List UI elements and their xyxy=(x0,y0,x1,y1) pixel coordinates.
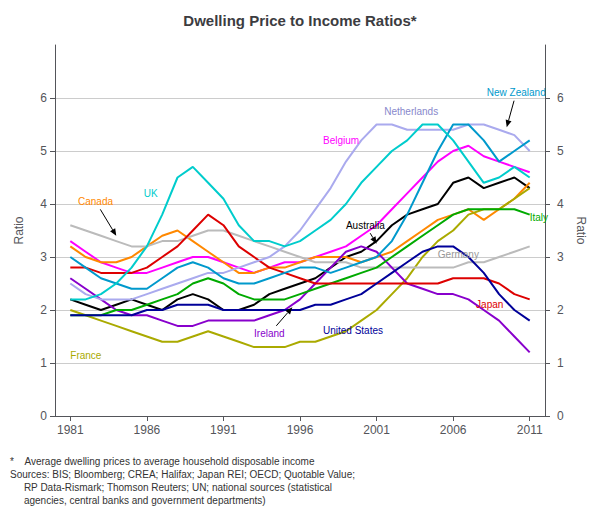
svg-text:Australia: Australia xyxy=(346,220,385,231)
svg-text:2001: 2001 xyxy=(363,423,390,437)
svg-text:1996: 1996 xyxy=(287,423,314,437)
svg-text:0: 0 xyxy=(557,409,564,423)
svg-text:2011: 2011 xyxy=(517,423,543,437)
svg-text:* Average dwelling prices t: * Average dwelling prices to average hou… xyxy=(10,456,315,467)
svg-text:1991: 1991 xyxy=(210,423,237,437)
svg-text:1981: 1981 xyxy=(57,423,84,437)
svg-text:4: 4 xyxy=(40,197,47,211)
svg-text:Ratio: Ratio xyxy=(574,216,588,244)
svg-text:1: 1 xyxy=(40,356,47,370)
svg-text:1986: 1986 xyxy=(134,423,161,437)
svg-text:Belgium: Belgium xyxy=(323,135,359,146)
svg-text:Netherlands: Netherlands xyxy=(384,106,438,117)
svg-text:5: 5 xyxy=(40,144,47,158)
svg-text:2: 2 xyxy=(557,303,564,317)
svg-text:Germany: Germany xyxy=(438,249,479,260)
svg-text:5: 5 xyxy=(557,144,564,158)
svg-text:Ratio: Ratio xyxy=(12,216,26,244)
svg-text:2006: 2006 xyxy=(440,423,467,437)
svg-text:0: 0 xyxy=(40,409,47,423)
svg-text:3: 3 xyxy=(40,250,47,264)
svg-text:agencies, central banks and go: agencies, central banks and government d… xyxy=(10,495,266,506)
svg-text:New Zealand: New Zealand xyxy=(487,87,546,98)
svg-text:United States: United States xyxy=(323,325,383,336)
svg-text:Ireland: Ireland xyxy=(254,328,285,339)
svg-text:Italy: Italy xyxy=(530,212,548,223)
svg-text:6: 6 xyxy=(40,91,47,105)
svg-text:UK: UK xyxy=(144,188,158,199)
svg-text:Sources: BIS; Bloomberg; CREA;: Sources: BIS; Bloomberg; CREA; Halifax; … xyxy=(10,469,355,480)
svg-text:Japan: Japan xyxy=(476,299,503,310)
svg-text:1: 1 xyxy=(557,356,564,370)
svg-text:Canada: Canada xyxy=(78,196,113,207)
svg-text:Dwelling Price to Income Ratio: Dwelling Price to Income Ratios* xyxy=(183,12,417,29)
svg-text:France: France xyxy=(70,350,102,361)
svg-text:3: 3 xyxy=(557,250,564,264)
svg-text:2: 2 xyxy=(40,303,47,317)
svg-text:RP Data-Rismark; Thomson Reute: RP Data-Rismark; Thomson Reuters; UN; na… xyxy=(10,482,332,493)
svg-text:4: 4 xyxy=(557,197,564,211)
svg-text:6: 6 xyxy=(557,91,564,105)
